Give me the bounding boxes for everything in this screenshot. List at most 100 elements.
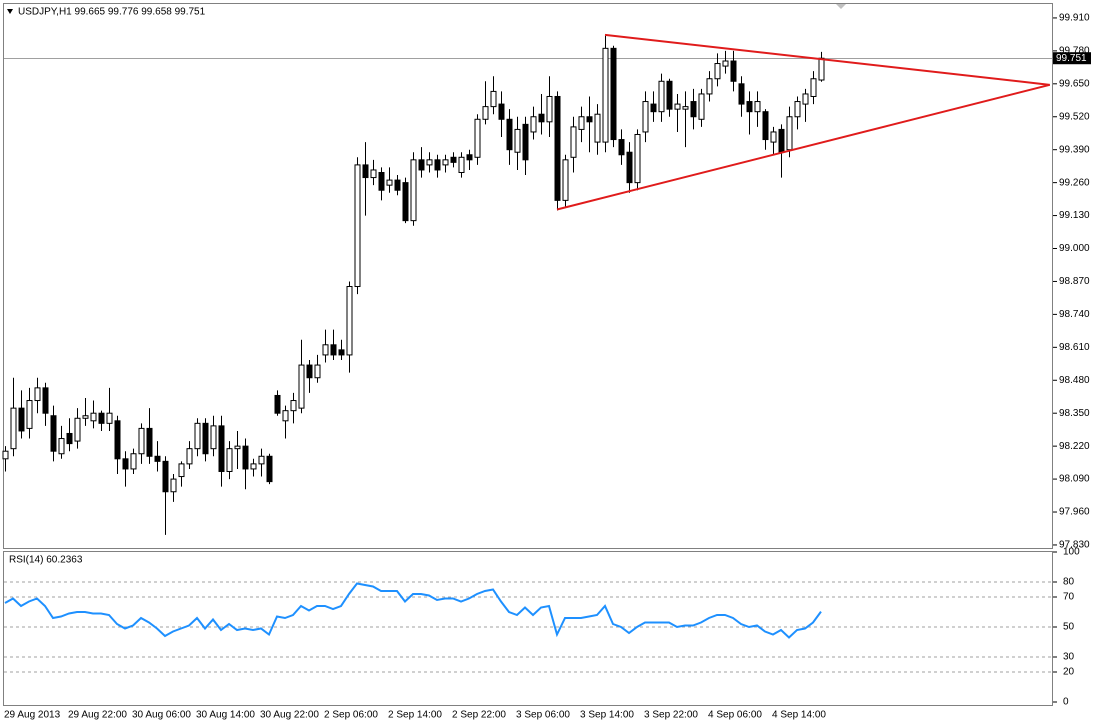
x-tick-label: 4 Sep 06:00 [708,710,762,721]
candle-body [266,455,273,483]
candle-body [354,164,361,288]
candle-body [570,126,577,158]
candle-body [234,445,241,450]
candle-body [306,364,313,379]
candle-body [74,417,81,442]
candle-body [642,101,649,133]
candle-body [250,463,257,470]
candle-body [738,83,745,105]
candle-body [730,60,737,82]
candle-body [202,422,209,455]
x-tick-label: 29 Aug 2013 [4,710,61,721]
x-tick-label: 3 Sep 14:00 [580,710,634,721]
candle-body [802,93,809,105]
candle-body [242,445,249,470]
current-price-label: 99.751 [1056,53,1087,64]
y-tick-label: 98.740 [1059,309,1090,320]
candle-body [618,139,625,156]
candle-body [106,412,113,424]
y-tick-label: 97.960 [1059,507,1090,518]
x-tick-label: 4 Sep 14:00 [772,710,826,721]
x-tick-label: 30 Aug 06:00 [132,710,191,721]
y-tick-label: 97.830 [1059,540,1090,551]
candle-body [554,95,561,201]
candle-body [810,78,817,97]
candle-body [146,427,153,457]
y-tick-label: 99.390 [1059,144,1090,155]
candle-body [498,103,505,120]
candle-body [458,156,465,173]
trendline [604,33,1050,86]
candle-body [762,111,769,141]
y-tick-label: 98.480 [1059,375,1090,386]
candle-body [90,412,97,422]
candle-body [338,349,345,356]
candle-body [490,90,497,108]
candle-body [770,131,777,143]
candle-body [746,101,753,113]
y-tick-label: 80 [1063,577,1075,588]
candle-body [426,159,433,166]
candle-body [530,116,537,133]
candle-body [138,427,145,455]
candle-body [370,169,377,179]
y-tick-label: 99.260 [1059,177,1090,188]
candle-body [34,387,41,402]
rsi-panel [3,551,1053,706]
candle-body [130,453,137,470]
candle-body [258,455,265,465]
candle-body [682,106,689,110]
x-tick-label: 30 Aug 14:00 [196,710,255,721]
candle-body [602,47,609,143]
candle-body [538,113,545,123]
x-tick-label: 29 Aug 22:00 [68,710,127,721]
x-tick-label: 3 Sep 06:00 [516,710,570,721]
y-tick-label: 99.130 [1059,210,1090,221]
y-tick-label: 50 [1063,622,1075,633]
y-tick-label: 98.220 [1059,441,1090,452]
candle-body [42,387,49,414]
y-tick-label: 99.910 [1059,13,1090,24]
candle-body [50,415,57,452]
candle-body [466,154,473,161]
candle-body [210,425,217,450]
candle-body [282,410,289,422]
candle-body [418,159,425,171]
rsi-title: RSI(14) 60.2363 [9,555,83,566]
candle-body [410,159,417,222]
candle-body [666,80,673,110]
candle-body [114,420,121,460]
candle-body [170,478,177,493]
candle-body [10,407,17,450]
candle-body [98,412,105,424]
y-tick-label: 99.000 [1059,243,1090,254]
current-price-box [1053,52,1091,65]
candle-body [634,133,641,184]
x-tick-label: 30 Aug 22:00 [260,710,319,721]
y-tick-label: 98.350 [1059,408,1090,419]
candle-body [66,432,73,445]
candle-body [562,159,569,201]
x-tick-label: 2 Sep 22:00 [452,710,506,721]
candle-body [754,101,761,113]
candle-body [442,159,449,166]
candle-body [586,116,593,123]
candle-body [626,151,633,184]
x-tick-label: 3 Sep 22:00 [644,710,698,721]
candle-body [226,448,233,472]
candle-body [162,460,169,493]
x-tick-label: 2 Sep 14:00 [388,710,442,721]
candle-body [578,116,585,130]
candle-body [82,415,89,419]
candle-body [434,159,441,171]
candle-body [450,156,457,163]
candle-body [298,364,305,409]
y-tick-label: 70 [1063,592,1075,603]
y-tick-label: 98.610 [1059,342,1090,353]
y-tick-label: 98.870 [1059,276,1090,287]
main-panel [3,3,1053,549]
candle-body [786,116,793,151]
candle-body [546,95,553,123]
candle-body [778,128,785,153]
